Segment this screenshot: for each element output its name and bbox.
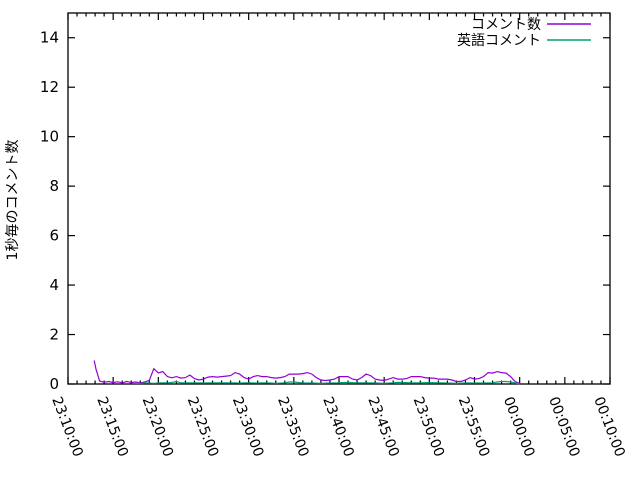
x-tick-label: 00:05:00	[545, 395, 582, 459]
legend-label: コメント数	[471, 17, 541, 33]
x-tick-label: 23:45:00	[364, 395, 401, 459]
x-tick-label: 00:00:00	[500, 395, 537, 459]
x-tick-label: 23:35:00	[274, 395, 311, 459]
y-axis-title: 1秒毎のコメント数	[5, 139, 21, 261]
x-tick-label: 23:15:00	[93, 395, 130, 459]
y-tick-label: 10	[40, 128, 59, 146]
x-tick-label: 23:20:00	[139, 395, 176, 459]
y-tick-label: 4	[49, 276, 59, 294]
y-tick-label: 0	[49, 375, 59, 393]
x-tick-label: 00:10:00	[590, 395, 627, 459]
y-tick-label: 2	[49, 326, 59, 344]
legend-label: 英語コメント	[457, 32, 541, 49]
y-tick-label: 12	[40, 78, 59, 96]
x-tick-label: 23:10:00	[48, 395, 85, 459]
x-tick-label: 23:30:00	[229, 395, 266, 459]
y-tick-label: 14	[40, 29, 59, 47]
y-tick-label: 6	[49, 227, 59, 245]
plot-border	[67, 12, 611, 385]
x-tick-label: 23:55:00	[455, 395, 492, 459]
x-tick-label: 23:50:00	[410, 395, 447, 459]
y-tick-label: 8	[49, 177, 59, 195]
series-line-english-comments	[135, 380, 520, 385]
x-tick-label: 23:25:00	[184, 395, 221, 459]
series-line-comments	[93, 360, 520, 385]
x-tick-label: 23:40:00	[319, 395, 356, 459]
